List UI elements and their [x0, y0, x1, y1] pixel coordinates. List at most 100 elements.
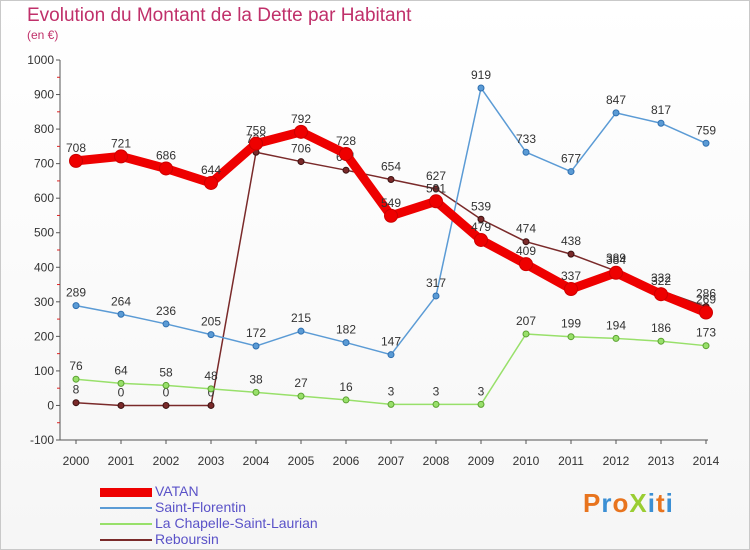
- data-label-la-chapelle-saint-laurian: 207: [516, 314, 536, 328]
- data-label-la-chapelle-saint-laurian: 58: [159, 365, 173, 379]
- legend-label-reboursin: Reboursin: [155, 531, 219, 547]
- data-label-saint-florentin: 147: [381, 335, 401, 349]
- data-point-vatan: [249, 136, 263, 151]
- data-label-vatan: 721: [111, 136, 131, 150]
- data-point-la-chapelle-saint-laurian: [387, 400, 395, 408]
- data-point-saint-florentin: [657, 119, 665, 127]
- data-label-vatan: 337: [561, 269, 581, 283]
- data-label-reboursin: 286: [696, 287, 716, 301]
- y-tick-label: 900: [34, 88, 54, 102]
- x-tick-label: 2010: [513, 454, 540, 468]
- x-tick-label: 2007: [378, 454, 405, 468]
- data-point-saint-florentin: [522, 148, 530, 156]
- data-point-vatan: [564, 282, 578, 297]
- x-tick-label: 2009: [468, 454, 495, 468]
- y-tick-label: 200: [34, 329, 54, 343]
- series-vatan: 708 7216866447587927285495914794093373843…: [66, 112, 716, 320]
- y-tick-label: 800: [34, 122, 54, 136]
- data-label-saint-florentin: 847: [606, 93, 626, 107]
- series-la-chapelle-saint-laurian: 76 64 58 48 38 27 16 3 3 3 207 199 194 186 173: [69, 314, 716, 408]
- data-label-vatan: 708: [66, 141, 86, 155]
- y-tick-label: 300: [34, 295, 54, 309]
- chart-subtitle: (en €): [27, 28, 59, 42]
- data-point-la-chapelle-saint-laurian: [297, 392, 305, 400]
- x-tick-label: 2001: [108, 454, 135, 468]
- data-point-vatan: [654, 287, 668, 302]
- data-point-saint-florentin: [387, 351, 395, 359]
- x-tick-label: 2008: [423, 454, 450, 468]
- data-point-saint-florentin: [252, 342, 260, 350]
- legend-swatch-la-chapelle-saint-laurian: [100, 523, 152, 525]
- data-point-vatan: [429, 194, 443, 209]
- legend-label-la-chapelle-saint-laurian: La Chapelle-Saint-Laurian: [155, 515, 318, 531]
- data-point-la-chapelle-saint-laurian: [567, 333, 575, 341]
- data-point-saint-florentin: [612, 109, 620, 117]
- data-point-la-chapelle-saint-laurian: [657, 337, 665, 345]
- data-label-vatan: 322: [651, 274, 671, 288]
- data-point-saint-florentin: [702, 139, 710, 147]
- data-point-reboursin: [477, 215, 485, 223]
- data-label-la-chapelle-saint-laurian: 199: [561, 317, 581, 331]
- data-label-la-chapelle-saint-laurian: 27: [294, 376, 308, 390]
- data-point-reboursin: [162, 401, 170, 409]
- data-label-la-chapelle-saint-laurian: 64: [114, 363, 128, 377]
- data-point-saint-florentin: [567, 168, 575, 176]
- legend-swatch-vatan: [100, 487, 152, 497]
- data-label-la-chapelle-saint-laurian: 38: [249, 372, 263, 386]
- data-point-reboursin: [297, 158, 305, 166]
- data-label-vatan: 269: [696, 293, 716, 307]
- data-label-vatan: 479: [471, 220, 491, 234]
- data-point-la-chapelle-saint-laurian: [342, 396, 350, 404]
- data-point-saint-florentin: [297, 327, 305, 335]
- data-label-saint-florentin: 733: [516, 132, 536, 146]
- data-point-vatan: [474, 232, 488, 247]
- data-label-saint-florentin: 215: [291, 311, 311, 325]
- data-label-la-chapelle-saint-laurian: 173: [696, 326, 716, 340]
- data-point-la-chapelle-saint-laurian: [612, 334, 620, 342]
- x-tick-label: 2011: [558, 454, 584, 468]
- y-tick-label: 400: [34, 260, 54, 274]
- data-label-vatan: 549: [381, 196, 401, 210]
- data-point-vatan: [114, 149, 128, 164]
- data-label-reboursin: 627: [426, 169, 446, 183]
- data-point-saint-florentin: [72, 302, 80, 310]
- proxiti-logo: ProXiti: [583, 488, 674, 518]
- x-tick-label: 2002: [153, 454, 180, 468]
- data-label-vatan: 686: [156, 148, 176, 162]
- data-point-reboursin: [117, 401, 125, 409]
- data-label-reboursin: 706: [291, 142, 311, 156]
- data-point-vatan: [204, 175, 218, 190]
- data-label-reboursin: 8: [73, 383, 80, 397]
- data-point-la-chapelle-saint-laurian: [162, 381, 170, 389]
- data-label-reboursin: 654: [381, 160, 401, 174]
- data-point-reboursin: [567, 250, 575, 258]
- data-point-la-chapelle-saint-laurian: [72, 375, 80, 383]
- data-label-saint-florentin: 205: [201, 315, 221, 329]
- y-tick-label: 0: [47, 398, 54, 412]
- x-tick-label: 2004: [243, 454, 270, 468]
- series-reboursin: 8000733706681654627539474438389332286: [72, 132, 716, 409]
- y-tick-label: 100: [34, 364, 54, 378]
- data-point-reboursin: [387, 176, 395, 184]
- data-label-vatan: 758: [246, 124, 266, 138]
- data-label-vatan: 644: [201, 163, 221, 177]
- data-label-saint-florentin: 317: [426, 276, 446, 290]
- data-label-saint-florentin: 919: [471, 68, 491, 82]
- data-point-la-chapelle-saint-laurian: [117, 379, 125, 387]
- x-tick-label: 2014: [693, 454, 720, 468]
- data-label-la-chapelle-saint-laurian: 76: [69, 359, 83, 373]
- data-label-vatan: 384: [606, 253, 626, 267]
- data-point-reboursin: [522, 238, 530, 246]
- data-point-saint-florentin: [342, 339, 350, 347]
- data-label-saint-florentin: 677: [561, 152, 581, 166]
- data-label-vatan: 728: [336, 134, 356, 148]
- legend-label-vatan: VATAN: [155, 483, 199, 499]
- data-label-la-chapelle-saint-laurian: 3: [388, 384, 395, 398]
- x-tick-label: 2012: [603, 454, 630, 468]
- data-label-reboursin: 0: [208, 385, 215, 399]
- data-label-reboursin: 389: [606, 251, 626, 265]
- data-point-saint-florentin: [477, 84, 485, 92]
- chart-title: Evolution du Montant de la Dette par Hab…: [27, 5, 412, 26]
- data-point-la-chapelle-saint-laurian: [432, 400, 440, 408]
